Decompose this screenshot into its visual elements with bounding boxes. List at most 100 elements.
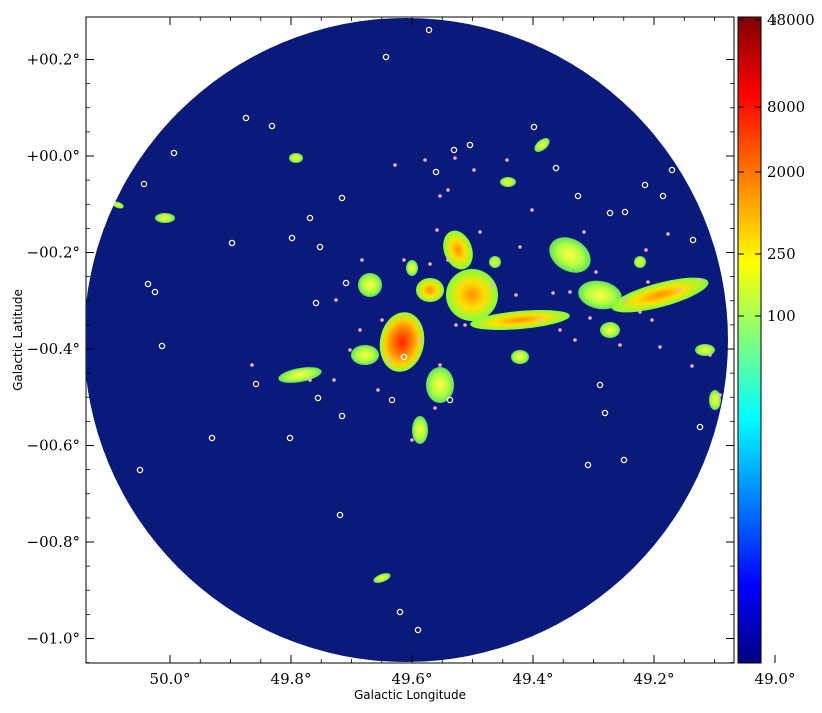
source-marker — [698, 278, 702, 282]
x-tick-label: 49.2° — [634, 670, 675, 688]
emission-region — [600, 322, 620, 338]
source-marker — [140, 180, 148, 188]
source-marker — [306, 214, 314, 222]
x-tick-label: 50.0° — [150, 670, 191, 688]
source-marker — [505, 158, 509, 162]
emission-region — [112, 201, 124, 209]
source-marker — [438, 194, 442, 198]
emission-region — [489, 256, 501, 268]
source-marker — [382, 53, 390, 61]
source-marker — [641, 181, 649, 189]
source-marker — [588, 316, 592, 320]
source-marker — [696, 423, 704, 431]
source-marker — [708, 353, 712, 357]
y-tick-label: −01.0° — [27, 630, 80, 648]
source-marker — [621, 208, 629, 216]
source-marker — [288, 234, 296, 242]
y-tick-label: −00.8° — [27, 533, 80, 551]
source-marker — [574, 192, 582, 200]
x-axis-label: Galactic Longitude — [354, 688, 466, 702]
emission-region — [446, 269, 498, 321]
source-marker — [388, 358, 392, 362]
x-tick-label: 49.8° — [271, 670, 312, 688]
source-marker — [268, 122, 276, 130]
colorbar-tick-label: 2000 — [767, 163, 805, 181]
source-marker — [338, 194, 346, 202]
source-marker — [151, 288, 159, 296]
source-marker — [454, 323, 458, 327]
x-tick-label: 49.0° — [755, 670, 796, 688]
source-marker — [158, 342, 166, 350]
source-marker — [208, 434, 216, 442]
x-tick-label: 49.4° — [513, 670, 554, 688]
source-marker — [423, 158, 427, 162]
source-marker — [518, 245, 522, 249]
source-marker — [558, 328, 562, 332]
source-marker — [242, 114, 250, 122]
source-marker — [596, 381, 604, 389]
x-ticks: 50.0° 49.8° 49.6° 49.4° 49.2° 49.0° — [150, 17, 796, 688]
source-marker — [650, 318, 654, 322]
emission-region — [155, 213, 175, 223]
emission-region — [470, 310, 570, 330]
y-ticks: +00.2° +00.0° −00.2° −00.4° −00.6° −00.8° −01.… — [27, 51, 734, 664]
source-marker — [144, 280, 152, 288]
source-marker — [573, 338, 577, 342]
source-marker — [668, 166, 676, 174]
source-marker — [410, 438, 414, 442]
emission-region — [379, 312, 425, 372]
source-marker — [250, 363, 254, 367]
emission-region — [709, 390, 721, 410]
source-marker — [402, 258, 406, 262]
source-marker — [620, 456, 628, 464]
y-tick-label: −00.4° — [27, 340, 80, 358]
source-marker — [530, 208, 534, 212]
source-marker — [314, 394, 322, 402]
emission-region — [578, 280, 622, 310]
source-marker — [601, 409, 609, 417]
emission-region — [416, 278, 444, 302]
source-marker — [316, 243, 324, 251]
source-marker — [425, 26, 433, 34]
source-marker — [418, 338, 422, 342]
source-marker — [380, 318, 384, 322]
emission-region — [351, 345, 379, 365]
emission-region — [549, 237, 591, 273]
source-marker — [472, 168, 476, 172]
source-marker — [414, 626, 422, 634]
source-marker — [568, 290, 572, 294]
source-marker — [170, 149, 178, 157]
source-marker — [530, 123, 538, 131]
emission-region — [443, 230, 473, 270]
emission-region — [289, 153, 303, 163]
y-tick-label: −00.6° — [27, 437, 80, 455]
emission-region — [406, 260, 418, 276]
source-marker — [342, 279, 350, 287]
emission-region — [412, 416, 428, 444]
sky-disc — [86, 18, 728, 662]
source-marker — [638, 310, 642, 314]
source-marker — [646, 280, 650, 284]
source-marker — [594, 270, 598, 274]
emission-region — [695, 344, 715, 356]
emission-region — [500, 177, 516, 187]
source-marker — [552, 164, 560, 172]
source-marker — [286, 434, 294, 442]
source-marker — [338, 412, 346, 420]
source-marker — [446, 188, 450, 192]
source-marker — [376, 388, 380, 392]
source-marker — [606, 209, 614, 217]
source-marker — [623, 298, 627, 302]
source-marker — [308, 378, 312, 382]
emission-region — [426, 367, 454, 403]
source-marker — [396, 608, 404, 616]
source-marker — [336, 511, 344, 519]
source-marker — [332, 378, 336, 382]
source-marker — [228, 239, 236, 247]
emission-regions — [112, 138, 721, 583]
source-marker — [446, 258, 450, 262]
source-marker — [348, 348, 352, 352]
colorbar-tick-label: 100 — [767, 307, 796, 325]
source-marker — [446, 396, 454, 404]
